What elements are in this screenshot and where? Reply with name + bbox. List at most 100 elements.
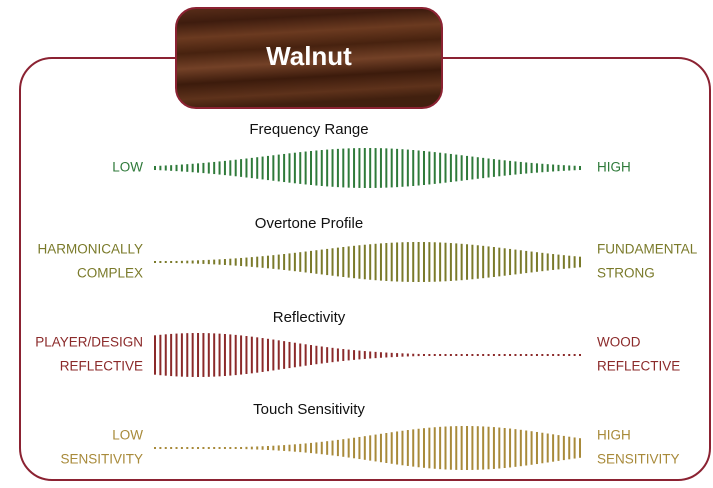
- wave-bar: [466, 244, 469, 280]
- wave-bar: [304, 251, 307, 273]
- wave-bar: [396, 431, 399, 465]
- wave-bar: [234, 159, 237, 177]
- wave-bar: [379, 148, 382, 188]
- wave-bar: [546, 354, 549, 356]
- wave-bar: [369, 244, 372, 280]
- wave-bar: [331, 248, 334, 276]
- wave-bar: [218, 259, 221, 265]
- wave-bar: [406, 149, 409, 187]
- wave-bar: [218, 161, 221, 175]
- wave-bar: [503, 428, 506, 468]
- wave-bar: [471, 354, 474, 356]
- wave-bar: [509, 428, 512, 468]
- wave-bar: [180, 260, 183, 264]
- wave-bar: [562, 255, 565, 269]
- wave-bar: [154, 447, 156, 449]
- wave-bar: [519, 250, 522, 274]
- wave-bar: [439, 152, 442, 184]
- wave-bar: [336, 148, 339, 188]
- wave-bar: [455, 243, 458, 281]
- left-label: HARMONICALLY: [37, 242, 143, 257]
- wave-bar: [487, 158, 490, 178]
- wave-bar: [261, 156, 264, 180]
- wave-bar: [272, 155, 275, 181]
- wave-bar: [261, 338, 264, 372]
- wave-bar: [250, 157, 253, 179]
- wave-bar: [525, 250, 528, 274]
- wave-bar: [342, 349, 345, 361]
- wave-bar: [369, 148, 372, 188]
- wave-bar: [186, 260, 189, 264]
- wave-bar: [519, 161, 522, 175]
- wave-bar: [164, 165, 167, 171]
- wave-bar: [444, 242, 447, 282]
- wave-bar: [240, 159, 243, 177]
- wave-bar: [374, 148, 377, 188]
- wave-bar: [568, 165, 571, 171]
- wave-bar: [170, 333, 173, 377]
- wave-bar: [439, 242, 442, 282]
- wave-bar: [223, 160, 226, 176]
- wave-bar: [525, 354, 528, 356]
- wave-bar: [353, 437, 356, 459]
- wave-bar: [535, 354, 538, 356]
- wave-bar: [487, 426, 490, 470]
- wave-bar: [336, 439, 339, 457]
- wave-bar: [299, 152, 302, 184]
- wave-bar: [213, 333, 216, 377]
- wave-bar: [374, 351, 377, 359]
- wave-bar: [331, 440, 334, 456]
- wave-bar: [159, 334, 162, 376]
- wave-bar: [417, 353, 420, 357]
- wave-bar: [476, 426, 479, 470]
- wave-bar: [191, 260, 194, 264]
- wave-bar: [191, 333, 194, 377]
- wave-bar: [277, 154, 280, 182]
- wave-bar: [455, 154, 458, 182]
- wave-bar: [358, 245, 361, 279]
- wave-bar: [374, 243, 377, 281]
- wave-bar: [299, 443, 302, 453]
- wave-bar: [530, 431, 533, 465]
- wave-bar: [471, 244, 474, 280]
- wave-bar: [509, 248, 512, 276]
- wave-bar: [202, 260, 205, 264]
- wave-bar: [503, 160, 506, 176]
- wave-bar: [299, 252, 302, 272]
- wave-bar: [444, 354, 447, 356]
- wave-bar: [385, 148, 388, 188]
- wave-bar: [546, 164, 549, 172]
- wave-bar: [417, 428, 420, 468]
- wave-bar: [428, 427, 431, 469]
- wave-bar: [320, 150, 323, 186]
- wave-bar: [256, 157, 259, 179]
- wave-bar: [175, 447, 178, 449]
- wave-bar: [266, 445, 269, 451]
- wave-bar: [256, 446, 259, 450]
- wave-bar: [503, 354, 506, 356]
- wave-bar: [552, 254, 555, 270]
- wave-bar: [164, 447, 167, 449]
- wave-bar: [573, 256, 576, 268]
- wave-bar: [288, 444, 291, 452]
- wave-bar: [541, 163, 544, 173]
- wave-bar: [353, 245, 356, 279]
- row-title: Reflectivity: [273, 309, 346, 326]
- wave-bar: [396, 148, 399, 188]
- wave-bar: [272, 445, 275, 451]
- wave-bar: [175, 260, 178, 264]
- wave-bar: [191, 163, 194, 173]
- wave-bar: [213, 447, 216, 449]
- wave-bar: [439, 354, 442, 356]
- wave-bar: [347, 148, 350, 188]
- wave-bar: [320, 441, 323, 455]
- wave-bar: [353, 148, 356, 188]
- wave-bar: [342, 246, 345, 278]
- wave-bar: [363, 351, 366, 359]
- wave-bar: [154, 335, 156, 375]
- wave-bar: [482, 245, 485, 279]
- wave-bar: [342, 148, 345, 188]
- right-label: FUNDAMENTAL: [597, 242, 698, 257]
- wave-bar: [552, 434, 555, 462]
- wave-bar: [336, 348, 339, 362]
